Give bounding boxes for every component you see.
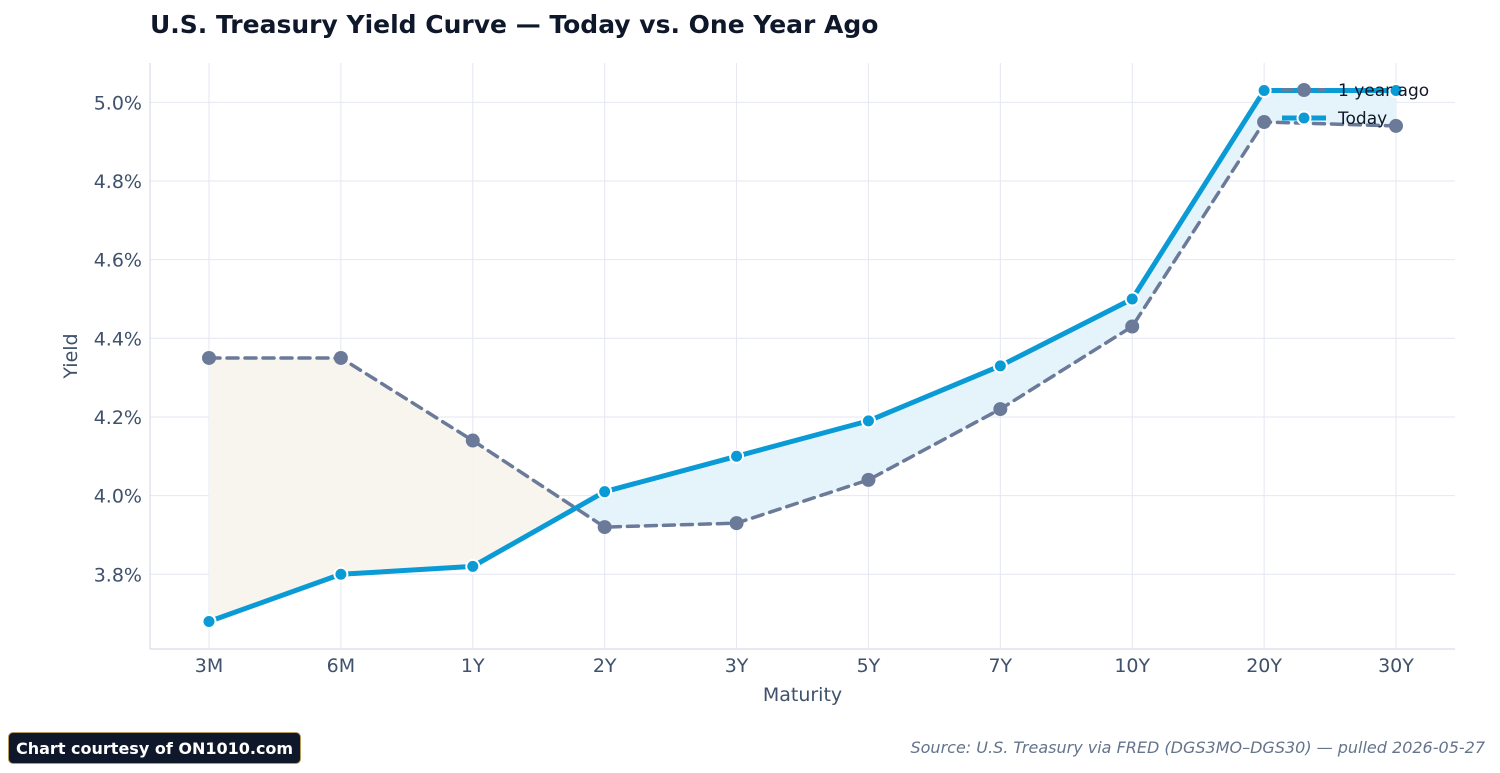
legend-label-one-year-ago: 1 year ago: [1338, 81, 1429, 101]
series-line-one-year-ago: [207, 120, 1398, 529]
y-tick-label: 4.0%: [94, 486, 142, 508]
tick-labels: 3M 6M 1Y 2Y 3Y 5Y 7Y 10Y 20Y 30Y 3.8% 4.0% 4.2% 4.4% 4…: [60, 92, 1414, 706]
data-point-today: [597, 484, 613, 500]
x-tick-label: 3Y: [725, 655, 749, 677]
y-tick-label: 4.6%: [94, 250, 142, 272]
x-tick-label: 20Y: [1246, 655, 1282, 677]
data-point-one-year-ago: [1125, 319, 1140, 334]
data-point-one-year-ago: [597, 520, 612, 535]
spread-segment: [604, 456, 737, 528]
data-point-today: [333, 566, 349, 582]
spread-segment: [868, 365, 1001, 480]
spread-segment: [340, 357, 473, 575]
series-lines: [201, 83, 1404, 629]
spread-fill: [209, 90, 1396, 622]
data-point-one-year-ago: [1389, 118, 1403, 133]
x-tick-label: 10Y: [1114, 655, 1150, 677]
data-point-one-year-ago: [1257, 114, 1272, 129]
data-point-today: [1388, 83, 1404, 99]
y-tick-label: 3.8%: [94, 564, 142, 586]
data-point-today: [465, 558, 481, 574]
spread-segment: [1132, 90, 1265, 327]
y-tick-label: 4.2%: [94, 407, 142, 429]
spread-segment: [736, 420, 869, 524]
data-point-one-year-ago: [861, 472, 876, 487]
x-tick-label: 1Y: [461, 655, 485, 677]
y-axis-title: Yield: [60, 333, 82, 379]
chart-title: U.S. Treasury Yield Curve — Today vs. On…: [150, 10, 879, 39]
x-tick-label: 30Y: [1378, 655, 1414, 677]
legend-marker-one-year-ago: [1297, 83, 1311, 97]
data-point-today: [729, 448, 745, 464]
data-point-one-year-ago: [333, 350, 348, 365]
spread-segment: [575, 491, 605, 528]
x-tick-label: 7Y: [988, 655, 1012, 677]
y-tick-label: 4.8%: [94, 171, 142, 193]
spread-segment: [209, 357, 341, 622]
x-axis-title: Maturity: [763, 684, 842, 706]
y-tick-label: 4.4%: [94, 328, 142, 350]
data-point-one-year-ago: [729, 516, 744, 531]
spread-segment: [1000, 298, 1133, 410]
x-tick-label: 6M: [327, 655, 355, 677]
y-tick-label: 5.0%: [94, 92, 142, 114]
legend-marker-today: [1296, 110, 1312, 126]
legend-label-today: Today: [1337, 109, 1387, 129]
data-point-today: [1256, 83, 1272, 99]
data-point-today: [1124, 291, 1140, 307]
spread-segment: [472, 440, 576, 567]
data-point-one-year-ago: [993, 402, 1008, 417]
source-note: Source: U.S. Treasury via FRED (DGS3MO–D…: [910, 738, 1485, 757]
x-tick-label: 5Y: [857, 655, 881, 677]
axes: [149, 63, 1455, 650]
data-point-one-year-ago: [465, 433, 480, 448]
series-line-today: [206, 88, 1399, 624]
x-tick-label: 2Y: [593, 655, 617, 677]
legend: 1 year ago Today: [1282, 81, 1429, 129]
credit-badge: Chart courtesy of ON1010.com: [8, 732, 302, 764]
data-point-one-year-ago: [202, 350, 216, 365]
grid-lines: [150, 63, 1455, 649]
data-point-today: [201, 613, 217, 629]
data-point-today: [860, 413, 876, 429]
x-tick-label: 3M: [195, 655, 223, 677]
data-point-today: [992, 358, 1008, 374]
